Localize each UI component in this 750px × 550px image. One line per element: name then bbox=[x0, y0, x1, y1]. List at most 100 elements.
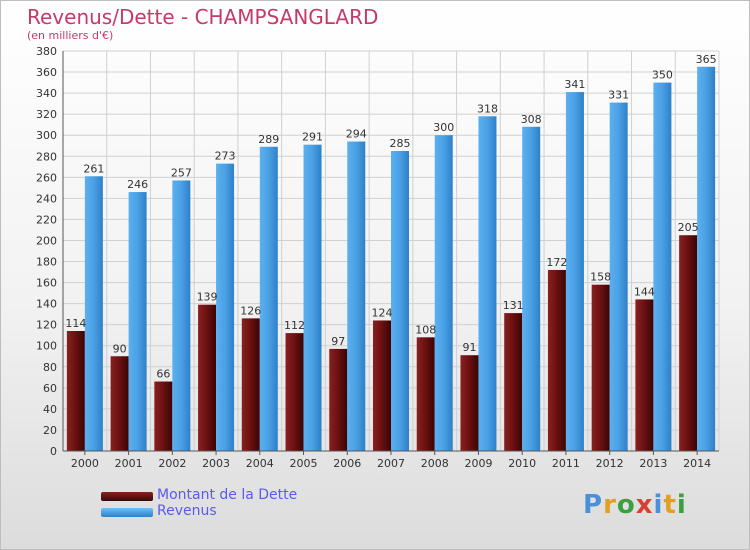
bar-revenus bbox=[565, 92, 584, 451]
data-label-dette: 158 bbox=[590, 271, 611, 284]
y-tick-label: 360 bbox=[36, 66, 57, 79]
legend-swatch-dette bbox=[101, 492, 153, 501]
y-tick-label: 280 bbox=[36, 150, 57, 163]
x-tick-label: 2011 bbox=[552, 457, 580, 470]
bar-dette bbox=[679, 235, 698, 451]
y-tick-label: 260 bbox=[36, 171, 57, 184]
data-label-dette: 144 bbox=[634, 285, 655, 298]
bar-revenus bbox=[391, 151, 409, 451]
data-label-dette: 139 bbox=[197, 291, 218, 304]
y-tick-label: 380 bbox=[36, 45, 57, 58]
data-label-revenus: 365 bbox=[696, 53, 717, 66]
logo-letter: o bbox=[616, 490, 636, 520]
y-tick-label: 80 bbox=[43, 361, 57, 374]
x-tick-label: 2005 bbox=[290, 457, 318, 470]
x-tick-label: 2007 bbox=[377, 457, 405, 470]
data-label-revenus: 289 bbox=[258, 133, 279, 146]
bar-dette bbox=[198, 304, 217, 451]
bar-chart: 114 261 90 246 66 257 139 273 126 289 112 291 97 294 1… bbox=[36, 45, 720, 470]
data-label-dette: 172 bbox=[546, 256, 567, 269]
x-tick-label: 2013 bbox=[639, 457, 667, 470]
bar-dette bbox=[460, 355, 479, 451]
y-tick-label: 320 bbox=[36, 108, 57, 121]
x-tick-label: 2000 bbox=[71, 457, 99, 470]
data-label-revenus: 331 bbox=[608, 89, 629, 102]
y-tick-label: 0 bbox=[50, 445, 57, 458]
data-label-revenus: 273 bbox=[215, 150, 236, 163]
bar-revenus bbox=[216, 163, 235, 451]
chart-title: Revenus/Dette - CHAMPSANGLARD bbox=[27, 5, 379, 29]
data-label-dette: 90 bbox=[113, 342, 127, 355]
logo-letter: t bbox=[663, 490, 677, 520]
x-tick-label: 2001 bbox=[115, 457, 143, 470]
y-tick-label: 120 bbox=[36, 319, 57, 332]
bar-dette bbox=[373, 320, 391, 451]
x-tick-label: 2002 bbox=[158, 457, 186, 470]
data-label-dette: 124 bbox=[372, 306, 393, 319]
legend-label-dette: Montant de la Dette bbox=[157, 487, 298, 503]
x-tick-label: 2012 bbox=[596, 457, 624, 470]
bar-revenus bbox=[128, 192, 147, 452]
legend-swatch-revenus bbox=[101, 508, 153, 517]
logo-letter: i bbox=[653, 490, 664, 520]
bar-dette bbox=[547, 269, 566, 451]
data-label-dette: 66 bbox=[156, 368, 170, 381]
y-tick-label: 300 bbox=[36, 129, 57, 142]
y-tick-label: 240 bbox=[36, 192, 57, 205]
data-label-revenus: 350 bbox=[652, 69, 673, 82]
proxiti-logo: Proxiti bbox=[583, 490, 687, 520]
x-tick-label: 2009 bbox=[464, 457, 492, 470]
data-label-revenus: 285 bbox=[390, 137, 411, 150]
x-tick-label: 2014 bbox=[683, 457, 711, 470]
data-label-revenus: 300 bbox=[433, 121, 454, 134]
data-label-revenus: 318 bbox=[477, 102, 498, 115]
chart-subtitle: (en milliers d'€) bbox=[27, 29, 114, 42]
y-tick-label: 160 bbox=[36, 277, 57, 290]
data-label-revenus: 257 bbox=[171, 166, 192, 179]
data-label-revenus: 341 bbox=[564, 78, 585, 91]
legend-label-revenus: Revenus bbox=[157, 503, 217, 519]
logo-letter: r bbox=[603, 490, 617, 520]
bar-revenus bbox=[84, 176, 103, 451]
y-tick-label: 340 bbox=[36, 87, 57, 100]
x-tick-label: 2008 bbox=[421, 457, 449, 470]
y-tick-label: 40 bbox=[43, 403, 57, 416]
data-label-revenus: 291 bbox=[302, 131, 323, 144]
bar-dette bbox=[591, 284, 610, 451]
logo-letter: P bbox=[583, 490, 604, 520]
bar-dette bbox=[416, 337, 435, 451]
data-label-revenus: 261 bbox=[83, 162, 104, 175]
data-label-revenus: 294 bbox=[346, 128, 367, 141]
data-label-dette: 108 bbox=[415, 323, 436, 336]
data-label-revenus: 246 bbox=[127, 178, 148, 191]
y-tick-label: 220 bbox=[36, 213, 57, 226]
y-tick-label: 200 bbox=[36, 234, 57, 247]
bar-revenus bbox=[347, 141, 366, 452]
y-tick-label: 100 bbox=[36, 340, 57, 353]
bar-revenus bbox=[303, 144, 322, 451]
y-tick-label: 60 bbox=[43, 382, 57, 395]
x-tick-label: 2010 bbox=[508, 457, 536, 470]
data-label-revenus: 308 bbox=[521, 113, 542, 126]
bar-revenus bbox=[434, 135, 453, 452]
x-tick-label: 2006 bbox=[333, 457, 361, 470]
bar-revenus bbox=[522, 126, 541, 451]
data-label-dette: 97 bbox=[331, 335, 345, 348]
y-tick-label: 20 bbox=[43, 424, 57, 437]
bar-revenus bbox=[478, 116, 497, 452]
bar-revenus bbox=[697, 66, 716, 451]
logo-letter: i bbox=[676, 490, 687, 520]
data-label-dette: 114 bbox=[65, 317, 86, 330]
y-tick-label: 180 bbox=[36, 256, 57, 269]
bar-revenus bbox=[653, 82, 672, 451]
data-label-dette: 91 bbox=[462, 341, 476, 354]
bar-dette bbox=[329, 348, 348, 451]
data-label-dette: 205 bbox=[678, 221, 699, 234]
x-tick-label: 2003 bbox=[202, 457, 230, 470]
bar-revenus bbox=[259, 146, 278, 451]
bar-dette bbox=[66, 331, 85, 451]
bar-revenus bbox=[609, 102, 628, 451]
data-label-dette: 131 bbox=[503, 299, 524, 312]
x-tick-label: 2004 bbox=[246, 457, 274, 470]
